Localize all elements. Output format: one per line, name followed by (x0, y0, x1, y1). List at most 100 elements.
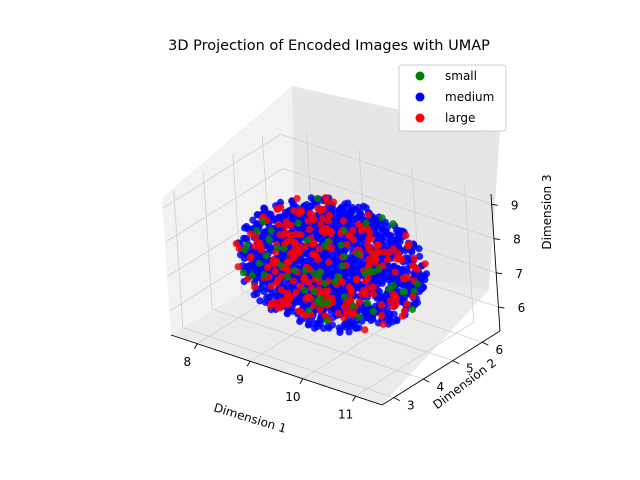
scatter-point-large (297, 208, 305, 216)
scatter-point-medium (296, 317, 304, 325)
scatter-point-large (318, 215, 327, 223)
scatter-point-large (251, 232, 260, 240)
z-gridline (164, 168, 284, 243)
scatter-point-small (273, 244, 281, 252)
scatter-point-small (337, 241, 345, 249)
scatter-point-small (321, 280, 329, 288)
scatter-point-large (340, 314, 348, 322)
x-gridline (464, 185, 475, 323)
scatter-point-medium (335, 324, 343, 332)
scatter-point-large (370, 290, 378, 298)
x-axis-label: Dimension 1 (212, 400, 288, 435)
scatter-point-small (277, 261, 285, 269)
scatter-point-medium (413, 298, 421, 307)
scatter-point-small (349, 302, 357, 310)
scatter-point-small (331, 278, 339, 286)
scatter-point-large (365, 261, 373, 269)
scatter-point-large (379, 320, 387, 328)
scatter-point-small (283, 273, 292, 281)
x-axis-line (170, 334, 383, 406)
scatter-point-large (394, 249, 402, 257)
z-axis-line (490, 193, 501, 332)
scatter-point-medium (408, 248, 416, 256)
scatter-point-large (274, 276, 282, 284)
scatter-point-large (297, 308, 305, 316)
scatter-point-medium (240, 254, 248, 262)
scatter-point-small (323, 299, 332, 307)
scatter-point-large (289, 277, 297, 285)
scatter-point-small (375, 265, 383, 273)
x-tick-label: 11 (338, 407, 353, 421)
scatter-point-medium (385, 231, 393, 239)
scatter-point-large (391, 292, 399, 300)
scatter-point-medium (372, 220, 380, 229)
scatter-point-large (251, 242, 259, 251)
scatter-point-medium (340, 269, 348, 277)
scatter-point-large (334, 309, 342, 317)
scatter-point-small (262, 252, 270, 260)
scatter-point-large (257, 246, 265, 254)
scatter-point-large (317, 220, 325, 229)
y-gridline (173, 190, 184, 328)
scatter-point-small (408, 305, 417, 313)
scatter-point-large (274, 303, 282, 311)
scatter-point-small (410, 287, 418, 295)
scatter-point-medium (316, 235, 324, 243)
z-tick-label: 7 (515, 267, 523, 281)
scatter-point-medium (268, 289, 276, 297)
scatter-point-large (421, 260, 429, 268)
scatter-point-medium (261, 205, 269, 213)
scatter-point-medium (243, 235, 251, 244)
axis-lines (170, 193, 505, 406)
scatter-point-large (327, 245, 335, 253)
scatter-point-medium (352, 324, 360, 332)
scatter-point-medium (256, 297, 264, 305)
scatter-point-small (248, 271, 256, 280)
scatter-point-large (343, 240, 351, 248)
scatter-point-large (384, 255, 392, 263)
scatter-point-large (361, 326, 369, 334)
legend-marker-large (415, 113, 425, 123)
scatter-point-large (271, 267, 279, 275)
x-gridline (355, 321, 474, 397)
scatter-point-medium (275, 213, 283, 221)
scatter-point-small (313, 194, 322, 203)
scatter-point-medium (297, 225, 305, 233)
scatter-point-small (378, 214, 386, 222)
scatter-point-large (292, 288, 300, 296)
scatter-point-small (305, 306, 313, 314)
scatter-point-medium (384, 320, 392, 328)
scatter-point-small (303, 236, 311, 244)
scatter-point-large (320, 228, 328, 236)
scatter-point-small (369, 307, 377, 316)
scatter-point-small (265, 236, 273, 244)
scatter-point-large (296, 248, 304, 256)
scatter-point-large (398, 312, 406, 320)
scatter-point-large (404, 242, 412, 250)
chart-title: 3D Projection of Encoded Images with UMA… (168, 38, 490, 54)
scatter-point-small (320, 242, 328, 250)
scatter-point-large (362, 290, 370, 298)
scatter-point-large (364, 274, 372, 283)
scatter-point-large (339, 217, 347, 225)
scatter-point-large (347, 290, 355, 298)
scatter-point-medium (307, 194, 315, 202)
scatter-point-large (402, 231, 410, 239)
scatter-point-large (274, 220, 283, 229)
scatter-point-large (391, 268, 399, 276)
scatter-point-medium (344, 199, 352, 207)
scatter-point-large (374, 241, 382, 249)
scatter-point-small (255, 259, 263, 267)
scatter-point-small (310, 269, 318, 277)
scatter-point-medium (396, 227, 404, 235)
scatter-point-small (314, 273, 323, 281)
scatter-point-large (330, 198, 338, 206)
scatter-point-large (310, 216, 318, 224)
x-tick-label: 8 (184, 355, 192, 369)
x-tick-label: 10 (285, 390, 300, 404)
scatter-point-medium (283, 310, 291, 318)
scatter-point-large (305, 225, 313, 233)
y-tick-label: 4 (436, 380, 444, 394)
scatter-point-small (364, 299, 372, 307)
z-tick-label: 8 (513, 233, 521, 247)
